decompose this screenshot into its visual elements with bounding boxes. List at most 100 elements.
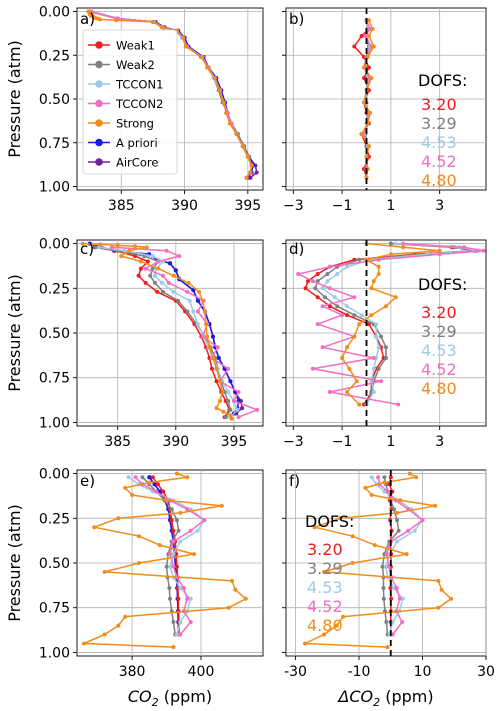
- panel-e-weak2-point: [164, 564, 169, 569]
- panel-e-ytick-label: 0.75: [39, 601, 70, 617]
- legend-marker-1: [95, 60, 103, 69]
- panel-a-strong-point: [224, 111, 229, 115]
- panel-c-strong-point: [138, 259, 143, 264]
- panel-d-tccon2-point: [315, 322, 320, 327]
- dofs-d-value-3: 4.52: [421, 360, 457, 379]
- dofs-d-value-1: 3.29: [421, 322, 457, 341]
- panel-a-strong-point: [249, 163, 254, 168]
- panel-d-xtick-label: 3: [435, 434, 444, 450]
- panel-f-strong-point: [385, 645, 390, 650]
- panel-e-tccon1-point: [174, 632, 179, 637]
- panel-f-weak2-point: [384, 620, 389, 624]
- panel-f-strong-point: [382, 480, 387, 485]
- panel-f-strong-point: [303, 641, 307, 646]
- panel-d-tccon2-point: [340, 313, 345, 318]
- panel-b-strong-point: [370, 27, 375, 31]
- panel-f-strong-point: [433, 503, 438, 508]
- panel-f-tccon2-point: [390, 632, 395, 637]
- panel-d-weak1-point: [327, 304, 332, 309]
- panel-e-weak1-point: [171, 528, 176, 533]
- panel-c-strong-point: [218, 379, 222, 384]
- panel-d-weak2-point: [388, 241, 393, 246]
- panel-d-strong-point: [340, 356, 345, 360]
- panel-e-weak1-point: [176, 596, 181, 601]
- panel-d-tccon2-point: [396, 402, 401, 407]
- panel-f-strong-point: [350, 561, 355, 565]
- panel-d-strong-point: [384, 304, 388, 309]
- x-axis-label-co2-part1: CO: [128, 687, 152, 706]
- panel-e-weak2-point: [168, 596, 172, 601]
- panel-d-xtick-label: −3: [283, 434, 304, 450]
- panel-f-tccon2-point: [376, 475, 381, 480]
- panel-d-strong-point: [357, 322, 362, 327]
- panel-c-weak2-point: [152, 280, 157, 285]
- panel-c-strong-point: [229, 416, 234, 421]
- panel-f-group: -30 -10 10 30 f): [282, 469, 495, 680]
- panel-f-weak2-point: [382, 475, 387, 480]
- panel-a-aircore-point: [254, 170, 259, 175]
- panel-b-grid: [286, 8, 486, 190]
- panel-c-a-priori-point: [211, 334, 215, 339]
- panel-e-strong-point: [130, 493, 135, 497]
- legend-marker-4: [95, 119, 103, 127]
- x-axis-label-co2-subscript: 2: [152, 696, 159, 709]
- legend-marker-5: [95, 138, 103, 147]
- panel-c-group: 385 390 395 0.00 0.25 0.50 0.75 1.00 c): [39, 237, 264, 450]
- panel-c-tccon2-point: [195, 309, 200, 314]
- legend-frame: [82, 29, 178, 175]
- panel-e-tccon1-point: [126, 475, 131, 480]
- panel-d-strong-point: [364, 257, 369, 262]
- panel-a-strong-point: [205, 65, 210, 70]
- panel-f-tccon2-point: [394, 586, 399, 590]
- panel-e-weak1-point: [155, 482, 160, 487]
- panel-c-grid: [77, 240, 263, 426]
- panel-c-tccon1-point: [226, 390, 231, 394]
- panel-d-tccon2-point: [352, 295, 357, 300]
- panel-e-tccon2-point: [188, 620, 193, 624]
- legend-label-5: A priori: [116, 136, 158, 150]
- panel-d-tccon1-point: [345, 304, 349, 309]
- panel-b-weak1-point: [352, 44, 357, 49]
- panel-d-weak1-point: [306, 279, 310, 284]
- panel-b-strong-point: [364, 154, 369, 159]
- panel-e-ytick-label: 1.00: [39, 645, 70, 661]
- panel-f-tccon1-point: [395, 539, 400, 544]
- panel-f-weak2-point: [395, 518, 400, 523]
- panel-d-tccon2-point: [327, 286, 332, 291]
- panel-e-ytick-label: 0.00: [39, 467, 70, 483]
- panel-b-strong-point: [362, 100, 366, 105]
- panel-f-xtick-label: 30: [477, 664, 495, 680]
- legend-label-3: TCCON2: [115, 97, 163, 111]
- panel-f-weak2-point: [381, 586, 386, 590]
- panel-c-strong-point: [214, 366, 219, 371]
- panel-b-strong-point: [366, 144, 371, 149]
- panel-a-lines: [86, 9, 259, 180]
- dofs-b-value-4: 4.80: [421, 171, 457, 190]
- panel-c-weak2-point: [93, 245, 98, 250]
- panel-c-ytick-label: 0.00: [39, 237, 70, 253]
- panel-e-tccon1-point: [171, 552, 176, 557]
- panel-b-strong-point: [362, 65, 366, 70]
- panel-f-strong-point: [436, 605, 441, 610]
- panel-d-group: −3 −1 1 3 d): [282, 239, 487, 450]
- panel-e-strong-point: [185, 475, 190, 480]
- panel-c-ytick-label: 0.75: [39, 371, 70, 387]
- y-axis-label-top: Pressure (atm): [5, 40, 24, 158]
- panel-f-strong-point: [404, 552, 409, 557]
- panel-b-xtick-label: 3: [435, 198, 444, 214]
- panel-e-weak2-point: [174, 518, 179, 523]
- dofs-d-value-4: 4.80: [421, 379, 457, 398]
- panel-d-weak2-point: [379, 334, 384, 339]
- panel-d-weak2-point: [335, 304, 340, 309]
- panel-c-weak2-point: [228, 407, 233, 412]
- panel-e-strong-point: [243, 596, 248, 601]
- panel-e-tccon2-point: [181, 586, 186, 590]
- panel-c-tccon1-point: [187, 298, 192, 303]
- panel-e-weak2-point: [176, 528, 181, 533]
- panel-a-strong-point: [248, 170, 253, 175]
- panel-c-tccon2-point: [109, 245, 114, 250]
- panel-d-tccon1-point: [374, 322, 379, 327]
- panel-a-ytick-label: 1.00: [39, 180, 70, 196]
- panel-c-weak2-point: [226, 399, 231, 403]
- panel-f-strong-point: [369, 493, 374, 497]
